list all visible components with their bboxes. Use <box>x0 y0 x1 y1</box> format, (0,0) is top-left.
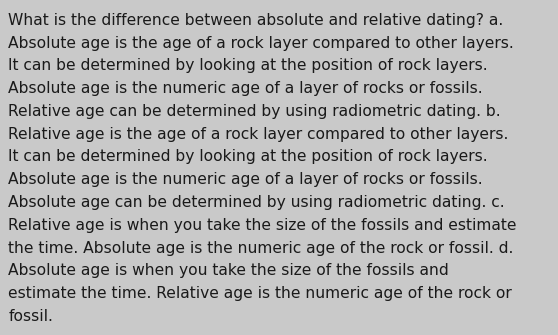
Text: Relative age is when you take the size of the fossils and estimate: Relative age is when you take the size o… <box>8 218 517 233</box>
Text: What is the difference between absolute and relative dating? a.: What is the difference between absolute … <box>8 13 504 28</box>
Text: Relative age is the age of a rock layer compared to other layers.: Relative age is the age of a rock layer … <box>8 127 509 142</box>
Text: Relative age can be determined by using radiometric dating. b.: Relative age can be determined by using … <box>8 104 501 119</box>
Text: the time. Absolute age is the numeric age of the rock or fossil. d.: the time. Absolute age is the numeric ag… <box>8 241 514 256</box>
Text: Absolute age is when you take the size of the fossils and: Absolute age is when you take the size o… <box>8 263 449 278</box>
Text: fossil.: fossil. <box>8 309 53 324</box>
Text: It can be determined by looking at the position of rock layers.: It can be determined by looking at the p… <box>8 149 488 164</box>
Text: Absolute age is the age of a rock layer compared to other layers.: Absolute age is the age of a rock layer … <box>8 36 514 51</box>
Text: Absolute age is the numeric age of a layer of rocks or fossils.: Absolute age is the numeric age of a lay… <box>8 81 483 96</box>
Text: Absolute age is the numeric age of a layer of rocks or fossils.: Absolute age is the numeric age of a lay… <box>8 172 483 187</box>
Text: estimate the time. Relative age is the numeric age of the rock or: estimate the time. Relative age is the n… <box>8 286 512 301</box>
Text: It can be determined by looking at the position of rock layers.: It can be determined by looking at the p… <box>8 58 488 73</box>
Text: Absolute age can be determined by using radiometric dating. c.: Absolute age can be determined by using … <box>8 195 505 210</box>
